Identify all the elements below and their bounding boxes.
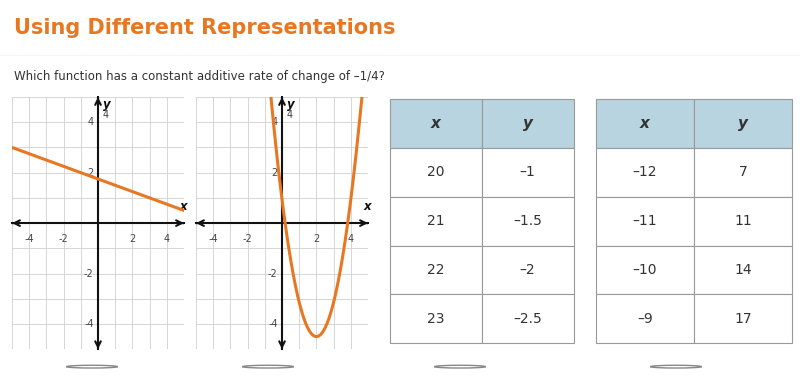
Text: 2: 2 — [87, 168, 94, 178]
Text: x: x — [640, 116, 650, 131]
Text: 2: 2 — [314, 234, 319, 244]
Text: –11: –11 — [633, 214, 658, 228]
Text: Which function has a constant additive rate of change of –1/4?: Which function has a constant additive r… — [14, 70, 386, 83]
Bar — [482, 148, 574, 197]
Text: 20: 20 — [427, 165, 444, 179]
Bar — [694, 294, 792, 343]
Text: -4: -4 — [208, 234, 218, 244]
Bar — [694, 197, 792, 246]
Text: -4: -4 — [268, 319, 278, 329]
Text: –2.5: –2.5 — [514, 312, 542, 326]
Bar — [596, 246, 694, 294]
Text: -4: -4 — [24, 234, 34, 244]
Text: 4: 4 — [87, 117, 94, 127]
Bar — [482, 99, 574, 148]
Bar — [482, 197, 574, 246]
Text: 14: 14 — [734, 263, 752, 277]
Text: 2: 2 — [271, 168, 278, 178]
Text: y: y — [738, 116, 748, 131]
Text: 11: 11 — [734, 214, 752, 228]
Bar — [596, 197, 694, 246]
Bar — [694, 99, 792, 148]
Text: x: x — [430, 116, 441, 131]
Text: -2: -2 — [268, 268, 278, 279]
Text: 4: 4 — [271, 117, 278, 127]
Text: 4: 4 — [164, 234, 170, 244]
Text: -2: -2 — [58, 234, 69, 244]
Bar — [390, 148, 482, 197]
Text: 21: 21 — [426, 214, 445, 228]
Text: 2: 2 — [130, 234, 135, 244]
Text: -2: -2 — [242, 234, 253, 244]
Bar — [482, 294, 574, 343]
Text: Using Different Representations: Using Different Representations — [14, 18, 396, 38]
Text: –2: –2 — [520, 263, 535, 277]
Bar — [390, 99, 482, 148]
Text: 4: 4 — [348, 234, 354, 244]
Bar — [390, 197, 482, 246]
Bar — [482, 246, 574, 294]
Bar — [390, 246, 482, 294]
Text: 22: 22 — [427, 263, 444, 277]
Bar — [596, 294, 694, 343]
Bar — [390, 294, 482, 343]
Text: x: x — [179, 199, 187, 213]
Bar — [596, 148, 694, 197]
Text: 4: 4 — [287, 110, 293, 120]
Text: y: y — [522, 116, 533, 131]
Text: x: x — [363, 199, 371, 213]
Bar — [596, 99, 694, 148]
Text: 17: 17 — [734, 312, 752, 326]
Text: –1: –1 — [520, 165, 535, 179]
Text: 7: 7 — [738, 165, 747, 179]
Text: -2: -2 — [84, 268, 94, 279]
Text: 23: 23 — [427, 312, 444, 326]
Text: –10: –10 — [633, 263, 658, 277]
Text: –12: –12 — [633, 165, 658, 179]
Text: -4: -4 — [84, 319, 94, 329]
Text: y: y — [287, 98, 294, 111]
Text: y: y — [103, 98, 110, 111]
Text: –1.5: –1.5 — [513, 214, 542, 228]
Text: –9: –9 — [637, 312, 653, 326]
Bar — [694, 148, 792, 197]
Bar — [694, 246, 792, 294]
Text: 4: 4 — [103, 110, 109, 120]
